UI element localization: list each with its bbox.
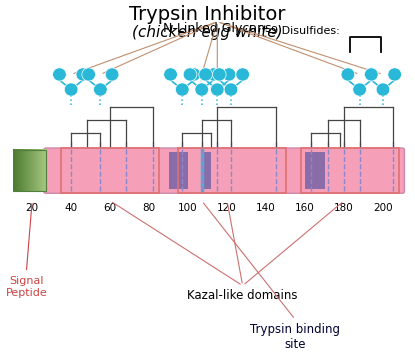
Circle shape: [82, 68, 95, 81]
Text: 160: 160: [295, 203, 315, 213]
Text: 140: 140: [256, 203, 276, 213]
Circle shape: [76, 68, 90, 81]
Bar: [178, 148, 286, 193]
Circle shape: [176, 83, 189, 96]
Circle shape: [341, 68, 355, 81]
Circle shape: [199, 68, 212, 81]
Text: Signal
Peptide: Signal Peptide: [5, 276, 47, 298]
Circle shape: [224, 83, 238, 96]
Text: 80: 80: [142, 203, 156, 213]
Circle shape: [222, 68, 236, 81]
FancyBboxPatch shape: [44, 148, 405, 193]
Text: Trypsin binding
site: Trypsin binding site: [250, 323, 340, 351]
Text: 40: 40: [65, 203, 78, 213]
Bar: [13, 150, 46, 192]
Circle shape: [64, 83, 78, 96]
Text: 60: 60: [104, 203, 117, 213]
Text: 9 Disulfides:: 9 Disulfides:: [271, 26, 340, 36]
Circle shape: [236, 68, 249, 81]
Text: 120: 120: [217, 203, 237, 213]
Circle shape: [210, 83, 224, 96]
Bar: [202, 152, 212, 189]
Text: 20: 20: [26, 203, 39, 213]
Circle shape: [105, 68, 119, 81]
Text: 180: 180: [334, 203, 354, 213]
Circle shape: [187, 68, 201, 81]
Bar: [301, 148, 398, 193]
Circle shape: [364, 68, 378, 81]
Text: 200: 200: [373, 203, 393, 213]
Circle shape: [376, 83, 390, 96]
Circle shape: [207, 68, 220, 81]
Circle shape: [353, 83, 366, 96]
Bar: [61, 148, 159, 193]
Text: (chicken egg white): (chicken egg white): [132, 26, 283, 40]
Circle shape: [364, 68, 378, 81]
Circle shape: [183, 68, 197, 81]
Text: Kazal-like domains: Kazal-like domains: [188, 289, 298, 302]
Text: Trypsin Inhibitor: Trypsin Inhibitor: [129, 5, 286, 24]
Circle shape: [212, 68, 226, 81]
Circle shape: [53, 68, 66, 81]
Text: 100: 100: [178, 203, 198, 213]
Bar: [305, 152, 325, 189]
Circle shape: [164, 68, 177, 81]
Text: N-Linked Glycans: N-Linked Glycans: [163, 22, 271, 35]
Circle shape: [93, 83, 107, 96]
Circle shape: [195, 83, 209, 96]
Bar: [168, 152, 188, 189]
Circle shape: [388, 68, 401, 81]
